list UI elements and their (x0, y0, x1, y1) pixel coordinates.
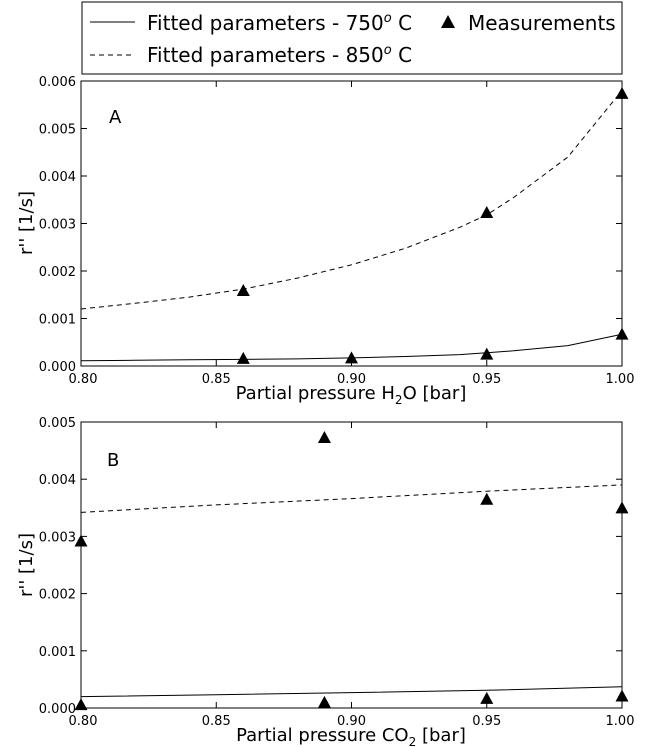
x-tick-label: 1.00 (606, 372, 635, 387)
fit-850-line (80, 484, 623, 513)
x-tick-label: 0.80 (69, 714, 98, 729)
y-tick-label: 0.003 (39, 530, 76, 545)
x-tick-label: 0.85 (202, 714, 231, 729)
y-tick-label: 0.000 (39, 702, 76, 717)
panel-b-ticks: 0.80 0.85 0.90 0.95 1.00 0.000 0.001 0.002 0.003… (39, 416, 635, 729)
panel-a-marks (80, 86, 629, 364)
x-tick-label: 0.95 (472, 714, 501, 729)
legend-label-measurements: Measurements (468, 11, 616, 35)
panel-a-label: A (109, 107, 122, 128)
legend: Fitted parameters - 750o C Measurements … (81, 1, 623, 75)
fit-750-line (80, 686, 623, 698)
y-tick-label: 0.003 (39, 218, 76, 233)
panel-b-label: B (107, 450, 119, 471)
measurement-point-0-1 (345, 351, 358, 364)
y-tick-label: 0.000 (39, 360, 76, 375)
measurement-point-1-2 (480, 691, 494, 704)
x-tick-label: 0.95 (472, 372, 501, 387)
y-tick-label: 0.004 (39, 170, 76, 185)
measurement-point-1-5 (317, 431, 331, 444)
panel-a-ylabel: r'' [1/s] (16, 191, 37, 255)
legend-label-850: Fitted parameters - 850o C (147, 43, 412, 67)
y-tick-label: 0.002 (39, 265, 76, 280)
panel-b-ylabel: r'' [1/s] (16, 533, 37, 597)
panel-a-frame (80, 80, 623, 367)
x-tick-label: 0.90 (337, 714, 366, 729)
x-tick-label: 0.90 (337, 372, 366, 387)
measurement-point-0-2 (480, 347, 494, 360)
x-tick-label: 1.00 (606, 714, 635, 729)
legend-swatch-triangle (441, 15, 455, 28)
y-tick-label: 0.004 (39, 473, 76, 488)
y-tick-label: 0.002 (39, 588, 76, 603)
y-tick-label: 0.005 (39, 123, 76, 138)
y-tick-label: 0.001 (39, 313, 76, 328)
panel-b-frame (80, 421, 623, 709)
panel-a-ticks: 0.80 0.85 0.90 0.95 1.00 0.000 0.001 0.002 0.003… (39, 75, 635, 387)
legend-label-750: Fitted parameters - 750o C (147, 11, 412, 35)
y-tick-label: 0.006 (39, 75, 76, 90)
x-tick-label: 0.80 (69, 372, 98, 387)
panel-b: B 0.80 0.85 0.90 0.95 1.00 0.000 0.001 0.002 0.0… (16, 416, 634, 747)
measurement-point-1-6 (480, 492, 494, 505)
panel-a-xlabel: Partial pressure H2O [bar] (236, 383, 467, 407)
legend-frame (81, 1, 623, 75)
fit-850-line (80, 90, 623, 310)
panel-b-marks (74, 431, 629, 711)
panel-b-xlabel: Partial pressure CO2 [bar] (236, 725, 466, 747)
panel-a: A 0.80 0.85 0.90 0.95 1.00 0.000 0.001 0.002 0.0… (16, 75, 634, 407)
fit-750-line (80, 333, 623, 362)
measurement-point-0-5 (480, 206, 494, 219)
y-tick-label: 0.005 (39, 416, 76, 431)
y-tick-label: 0.001 (39, 645, 76, 660)
measurement-point-0-0 (236, 351, 250, 364)
x-tick-label: 0.85 (202, 372, 231, 387)
measurement-point-0-4 (236, 283, 250, 296)
measurement-point-1-1 (317, 695, 331, 708)
